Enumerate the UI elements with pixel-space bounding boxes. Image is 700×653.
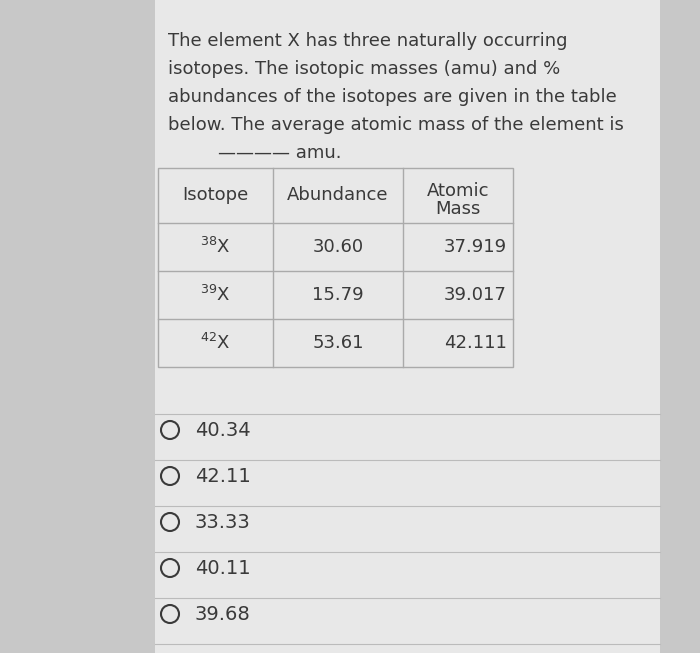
Text: Abundance: Abundance bbox=[287, 187, 389, 204]
Text: 37.919: 37.919 bbox=[444, 238, 507, 256]
Text: 53.61: 53.61 bbox=[312, 334, 364, 352]
Text: abundances of the isotopes are given in the table: abundances of the isotopes are given in … bbox=[168, 88, 617, 106]
Bar bbox=[155, 0, 660, 653]
Text: The element X has three naturally occurring: The element X has three naturally occurr… bbox=[168, 32, 568, 50]
Bar bbox=[158, 168, 513, 367]
Text: ———— amu.: ———— amu. bbox=[218, 144, 342, 162]
Text: Atomic: Atomic bbox=[427, 182, 489, 200]
Text: Isotope: Isotope bbox=[183, 187, 248, 204]
Text: $^{42}$X: $^{42}$X bbox=[200, 333, 231, 353]
Text: $^{39}$X: $^{39}$X bbox=[200, 285, 231, 305]
Text: Mass: Mass bbox=[435, 200, 481, 218]
Text: 42.11: 42.11 bbox=[195, 466, 251, 485]
Text: 39.017: 39.017 bbox=[444, 286, 507, 304]
Text: 40.34: 40.34 bbox=[195, 421, 251, 439]
Text: $^{38}$X: $^{38}$X bbox=[200, 237, 231, 257]
Text: isotopes. The isotopic masses (amu) and %: isotopes. The isotopic masses (amu) and … bbox=[168, 60, 560, 78]
Text: below. The average atomic mass of the element is: below. The average atomic mass of the el… bbox=[168, 116, 624, 134]
Text: 15.79: 15.79 bbox=[312, 286, 364, 304]
Text: 40.11: 40.11 bbox=[195, 558, 251, 577]
Text: 42.111: 42.111 bbox=[444, 334, 507, 352]
Text: 39.68: 39.68 bbox=[195, 605, 251, 624]
Text: 33.33: 33.33 bbox=[195, 513, 251, 532]
Text: 30.60: 30.60 bbox=[312, 238, 363, 256]
